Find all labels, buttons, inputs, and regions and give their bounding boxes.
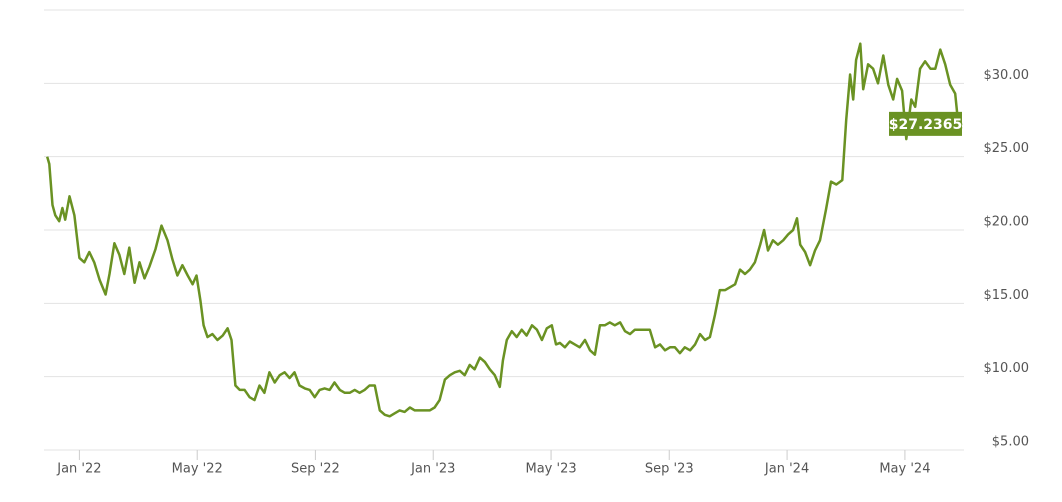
price-line	[45, 42, 963, 418]
y-tick-label: $10.00	[984, 361, 1030, 376]
x-tick-label: Jan '22	[56, 462, 101, 477]
x-tick-label: Jan '23	[410, 462, 455, 477]
y-tick-label: $30.00	[984, 68, 1030, 83]
x-tick-label: May '23	[525, 462, 576, 477]
y-tick-label: $15.00	[984, 288, 1030, 303]
y-tick-label: $20.00	[984, 215, 1030, 230]
x-tick-label: Sep '22	[291, 462, 340, 477]
x-tick-label: Sep '23	[645, 462, 694, 477]
x-tick-label: Jan '24	[764, 462, 809, 477]
x-tick-label: May '22	[172, 462, 223, 477]
annotation-label: $27.2365	[889, 117, 963, 133]
y-tick-label: $5.00	[992, 435, 1029, 450]
y-tick-label: $25.00	[984, 141, 1030, 156]
annotation-box	[889, 111, 962, 136]
x-tick-label: May '24	[879, 462, 930, 477]
